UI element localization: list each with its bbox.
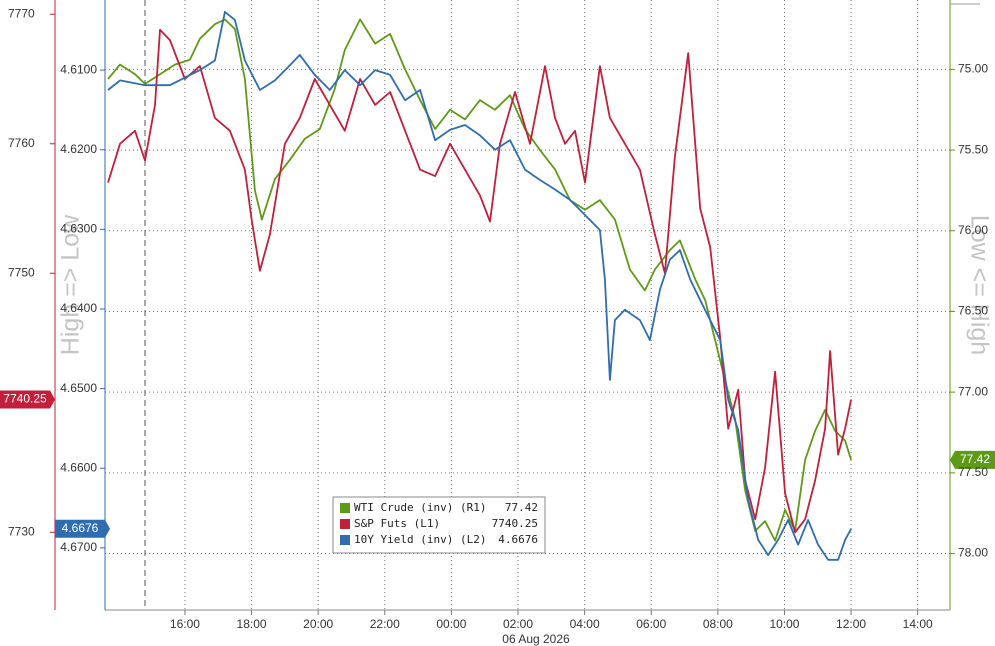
x-tick-label: 02:00: [503, 617, 533, 631]
last-value-marker: [950, 450, 995, 469]
y2-tick-label: 78.00: [958, 546, 988, 560]
y2-tick-label: 76.50: [958, 304, 988, 318]
right-axis-title: Low <= High: [965, 215, 993, 355]
x-tick-label: 18:00: [237, 617, 267, 631]
last-value-marker: [0, 390, 55, 409]
x-tick-label: 08:00: [703, 617, 733, 631]
last-value-label: 7740.25: [3, 392, 47, 406]
y-tick-label: 7770: [8, 6, 35, 20]
y2-tick-label: 75.50: [958, 142, 988, 156]
legend-value: 4.6676: [498, 533, 538, 546]
y2-tick-label: 77.50: [958, 465, 988, 479]
y2-tick-label: 75.00: [958, 62, 988, 76]
last-value-label: 4.6676: [62, 521, 99, 535]
date-label: 06 Aug 2026: [502, 632, 570, 646]
last-value-label: 77.42: [960, 452, 990, 466]
legend-value: 7740.25: [492, 517, 538, 530]
series-line: [107, 28, 852, 534]
last-value-markers: 77.42 7740.25 4.6676: [0, 390, 995, 538]
y3-tick-label: 4.6100: [60, 62, 97, 76]
y3-tick-label: 4.6600: [60, 460, 97, 474]
x-tick-label: 00:00: [436, 617, 466, 631]
y-tick-label: 7730: [8, 524, 35, 538]
y3-tick-label: 4.6400: [60, 301, 97, 315]
legend-box: [332, 496, 546, 554]
left-axis-title: High => Low: [57, 214, 85, 355]
y-tick-label: 7750: [8, 265, 35, 279]
x-tick-label: 10:00: [769, 617, 799, 631]
legend-value: 77.42: [505, 501, 538, 514]
legend-swatch: [340, 519, 350, 529]
y2-tick-label: 76.00: [958, 223, 988, 237]
y3-tick-label: 4.6200: [60, 142, 97, 156]
x-tick-label: 12:00: [836, 617, 866, 631]
legend-label: WTI Crude (inv) (R1): [354, 501, 486, 514]
series-line: [107, 18, 852, 542]
y3-tick-label: 4.6300: [60, 222, 97, 236]
legend: WTI Crude (inv) (R1) 77.42 S&P Futs (L1) 77…: [332, 496, 546, 554]
y2-tick-label: 77.00: [958, 384, 988, 398]
x-tick-label: 04:00: [570, 617, 600, 631]
legend-label: 10Y Yield (inv) (L2): [354, 533, 486, 546]
y3-tick-label: 4.6500: [60, 381, 97, 395]
series-lines: [107, 11, 852, 561]
y-tick-label: 7760: [8, 136, 35, 150]
legend-label: S&P Futs (L1): [354, 517, 440, 530]
legend-swatch: [340, 503, 350, 513]
x-tick-label: 14:00: [903, 617, 933, 631]
last-value-marker: [55, 519, 110, 538]
y3-tick-label: 4.6700: [60, 540, 97, 554]
series-line: [107, 11, 852, 561]
x-tick-label: 06:00: [636, 617, 666, 631]
x-tick-label: 16:00: [170, 617, 200, 631]
legend-swatch: [340, 535, 350, 545]
x-tick-label: 20:00: [303, 617, 333, 631]
x-tick-label: 22:00: [370, 617, 400, 631]
